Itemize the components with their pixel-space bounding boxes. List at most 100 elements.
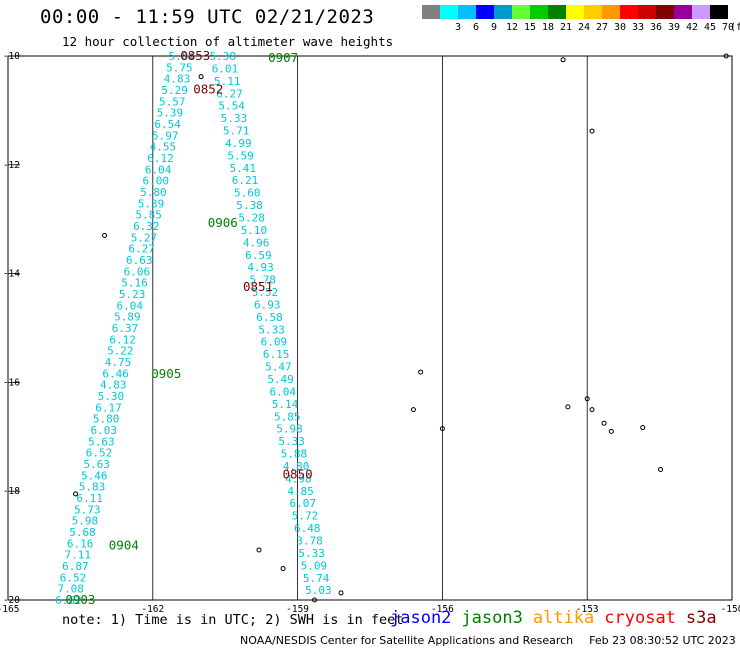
swh-value: 6.87: [62, 560, 89, 573]
swh-value: 5.54: [218, 100, 245, 113]
island-outline: [640, 425, 646, 431]
lon-tick-label: -153: [576, 604, 599, 615]
colorbar-swatch: [530, 5, 548, 19]
colorbar-swatch: [638, 5, 656, 19]
swh-value: 5.75: [166, 61, 193, 74]
swh-value: 5.41: [230, 162, 257, 175]
satellite-name: altika: [532, 608, 595, 628]
swh-value: 5.97: [152, 129, 179, 142]
swh-value: 6.37: [112, 322, 139, 335]
swh-value: 5.78: [250, 274, 277, 287]
swh-value: 6.17: [95, 401, 122, 414]
island-outline: [198, 74, 204, 80]
island-outline: [589, 407, 595, 413]
swh-value: 5.80: [93, 413, 120, 426]
satellite-legend: jason2 jason3 altika cryosat s3a: [390, 608, 727, 628]
swh-value: 6.48: [294, 522, 321, 535]
island-outline: [565, 404, 571, 410]
generation-timestamp: Feb 23 08:30:52 UTC 2023: [589, 634, 736, 647]
island-outline: [338, 590, 344, 596]
swh-value: 6.59: [245, 249, 272, 262]
island-outline: [560, 57, 566, 63]
swh-value: 4.75: [105, 356, 132, 369]
swh-value: 7.11: [65, 549, 92, 562]
swh-value: 5.11: [214, 75, 241, 88]
colorbar-swatch: [656, 5, 674, 19]
lon-tick-label: -162: [141, 604, 164, 615]
lon-tick-label: -159: [286, 604, 309, 615]
swh-value: 6.12: [147, 152, 174, 165]
colorbar-swatch: [440, 5, 458, 19]
colorbar-swatch: [548, 5, 566, 19]
lon-tick-label: -156: [431, 604, 454, 615]
lat-tick-label: -18: [3, 486, 20, 497]
swh-value: 5.14: [272, 398, 299, 411]
swh-value: 5.03: [305, 584, 332, 597]
island-outline: [410, 407, 416, 413]
swh-value: 6.27: [216, 87, 243, 100]
colorbar-label: 33: [631, 22, 645, 33]
pass-time-label: 0851: [243, 279, 273, 294]
swh-value: 5.84: [169, 50, 196, 63]
swh-value: 6.52: [86, 447, 113, 460]
colorbar-label: 21: [559, 22, 573, 33]
swh-value: 6.32: [133, 220, 160, 233]
colorbar-swatch: [512, 5, 530, 19]
swh-value: 4.83: [164, 73, 191, 86]
lon-tick-label: -150: [721, 604, 740, 615]
swh-value: 6.54: [154, 118, 181, 131]
swh-value: 5.80: [140, 186, 167, 199]
swh-value: 6.07: [290, 497, 317, 510]
swh-value: 5.29: [161, 84, 188, 97]
lat-tick-label: -12: [3, 160, 20, 171]
swh-value: 6.04: [270, 385, 297, 398]
swh-value: 6.62: [55, 594, 82, 607]
swh-value: 6.04: [117, 299, 144, 312]
colorbar-label: 36: [649, 22, 663, 33]
swh-value: 7.08: [57, 583, 84, 596]
satellite-name: s3a: [685, 608, 717, 628]
swh-value: 5.39: [138, 197, 165, 210]
swh-value: 6.21: [232, 174, 259, 187]
pass-time-label: 0907: [268, 50, 298, 65]
swh-value: 4.99: [225, 137, 252, 150]
swh-value: 5.83: [79, 481, 106, 494]
swh-value: 5.22: [107, 345, 134, 358]
island-outline: [73, 491, 79, 497]
island-outline: [280, 565, 286, 571]
swh-value: 4.93: [247, 261, 274, 274]
islands: [73, 53, 729, 603]
map-ticks: -165 -162 -159 -156 -153 -150 -10 -12 -14 -16 -18 -…: [0, 51, 740, 615]
swh-value: 5.98: [72, 515, 99, 528]
colorbar-swatch: [566, 5, 584, 19]
colorbar-swatch: [674, 5, 692, 19]
swh-value: 5.52: [252, 286, 279, 299]
island-outline: [418, 369, 424, 375]
swh-value: 5.73: [74, 503, 101, 516]
swh-value: 5.09: [301, 559, 328, 572]
swh-value: 6.06: [124, 265, 151, 278]
satellite-name: cryosat: [604, 608, 676, 628]
colorbar-swatch: [602, 5, 620, 19]
swh-value: 6.46: [102, 367, 129, 380]
swh-value: 5.47: [265, 361, 292, 374]
swh-value: 3.78: [296, 535, 323, 548]
pass-time-label: 0906: [208, 215, 238, 230]
island-outline: [589, 128, 595, 134]
colorbar-swatch: [476, 5, 494, 19]
swh-value: 4.83: [100, 379, 127, 392]
footer-note: note: 1) Time is in UTC; 2) SWH is in fe…: [62, 612, 404, 628]
swh-value: 4.96: [243, 236, 270, 249]
swh-value: 6.09: [261, 336, 288, 349]
colorbar-label: 42: [685, 22, 699, 33]
colorbar-swatch: [710, 5, 728, 19]
swh-value: 5.71: [223, 125, 250, 138]
swh-value: 6.27: [128, 243, 155, 256]
colorbar-label: 45: [703, 22, 717, 33]
swh-value: 5.88: [281, 448, 308, 461]
swh-value: 5.72: [292, 510, 319, 523]
map-frame: [7, 55, 733, 601]
swh-value: 6.00: [143, 175, 170, 188]
swh-value: 5.38: [210, 50, 237, 63]
